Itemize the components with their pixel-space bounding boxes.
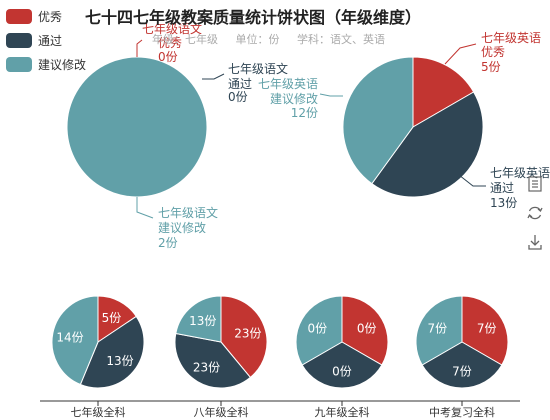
- label-line-excellent: [444, 43, 477, 65]
- pie-slice-revise: [66, 56, 208, 198]
- slice-label-excellent: 优秀: [158, 36, 182, 50]
- pie-1: [342, 56, 484, 198]
- slice-value-label-excellent: 5份: [102, 311, 122, 325]
- legend-label-excellent: 优秀: [38, 9, 63, 24]
- legend-swatch-pass: [6, 32, 32, 48]
- pie-slice-excellent: [461, 295, 509, 366]
- slice-label-revise: 建议修改: [270, 91, 318, 106]
- x-axis-category-label: 八年级全科: [194, 405, 249, 419]
- slice-value-label-excellent: 23份: [234, 326, 261, 340]
- slice-label-revise: 2份: [158, 236, 178, 250]
- legend-label-revise: 建议修改: [38, 57, 87, 72]
- slice-label-excellent: 5份: [481, 60, 501, 74]
- pie-5: [415, 295, 509, 389]
- label-line-excellent: [136, 39, 143, 57]
- legend-label-pass: 通过: [38, 33, 63, 48]
- subject-value: 语文、英语: [329, 33, 385, 46]
- slice-label-pass: 通过: [490, 181, 514, 195]
- x-axis-category-label: 九年级全科: [315, 405, 370, 419]
- slice-label-revise: 七年级语文: [158, 205, 218, 220]
- slice-label-excellent: 优秀: [481, 45, 505, 59]
- slice-value-label-revise: 7份: [427, 322, 447, 336]
- slice-value-label-pass: 7份: [452, 365, 472, 379]
- save-image-icon[interactable]: [526, 233, 544, 251]
- pie-slice-revise: [415, 295, 463, 366]
- unit-value: 份: [268, 33, 280, 46]
- slice-value-label-excellent: 0份: [357, 322, 377, 336]
- slice-label-excellent: 七年级英语: [481, 31, 541, 45]
- pie-slice-pass: [421, 341, 503, 389]
- label-line-pass: [202, 73, 225, 80]
- slice-value-label-excellent: 7份: [477, 322, 497, 336]
- legend-swatch-revise: [6, 56, 32, 72]
- data-view-icon[interactable]: [526, 175, 544, 193]
- pie-slice-pass: [301, 341, 383, 389]
- pie-slice-revise: [342, 56, 414, 185]
- slice-value-label-revise: 14份: [56, 330, 83, 344]
- slice-label-revise: 七年级英语: [258, 77, 318, 91]
- pie-slice-excellent: [341, 295, 389, 366]
- slice-label-pass: 0份: [228, 90, 248, 104]
- slice-value-label-pass: 23份: [193, 361, 220, 375]
- pie-slice-pass: [174, 332, 252, 389]
- slice-value-label-pass: 13份: [106, 354, 133, 368]
- label-line-pass: [458, 174, 486, 187]
- slice-value-label-revise: 0份: [307, 322, 327, 336]
- legend-swatch-excellent: [6, 8, 32, 24]
- grade-value: 七年级: [185, 33, 218, 46]
- pie-slice-pass: [371, 91, 484, 198]
- slice-label-pass: 通过: [228, 77, 252, 91]
- pie-slice-excellent: [412, 56, 475, 128]
- pie-2: [51, 295, 145, 389]
- slice-value-label-pass: 0份: [332, 365, 352, 379]
- unit-label: 单位：: [235, 33, 269, 46]
- x-axis-category-label: 七年级全科: [71, 405, 126, 419]
- pie-4: [295, 295, 389, 389]
- restore-icon[interactable]: [526, 204, 544, 222]
- legend-item-excellent[interactable]: 优秀: [6, 4, 86, 28]
- pie-slice-excellent: [220, 295, 268, 379]
- pie-slice-revise: [175, 295, 222, 343]
- slice-label-excellent: 七年级语文: [142, 21, 202, 36]
- x-axis-category-label: 中考复习全科: [429, 405, 495, 419]
- label-line-revise: [319, 93, 343, 97]
- toolbox: [526, 175, 544, 262]
- slice-label-pass: 13份: [490, 196, 517, 210]
- slice-label-pass: 七年级语文: [228, 61, 288, 76]
- slice-label-revise: 12份: [291, 106, 318, 120]
- subject-label: 学科：: [296, 33, 330, 46]
- legend-item-pass[interactable]: 通过: [6, 28, 86, 52]
- legend-item-revise[interactable]: 建议修改: [6, 52, 86, 76]
- legend: 优秀 通过 建议修改: [6, 4, 86, 76]
- slice-value-label-revise: 13份: [189, 314, 216, 328]
- pie-0: [66, 56, 208, 198]
- pie-3: [174, 295, 268, 389]
- pie-slice-pass: [79, 315, 145, 389]
- chart-subtitle: 年级：七年级 单位：份 学科：语文、英语: [152, 31, 385, 47]
- pie-slice-revise: [295, 295, 343, 366]
- slice-label-revise: 建议修改: [158, 220, 206, 235]
- slice-label-excellent: 0份: [158, 50, 178, 64]
- label-line-revise: [136, 197, 154, 219]
- pie-slice-revise: [51, 295, 99, 386]
- grade-label: 年级：: [152, 33, 185, 46]
- chart-title: 七十四七年级教案质量统计饼状图（年级维度）: [85, 8, 422, 27]
